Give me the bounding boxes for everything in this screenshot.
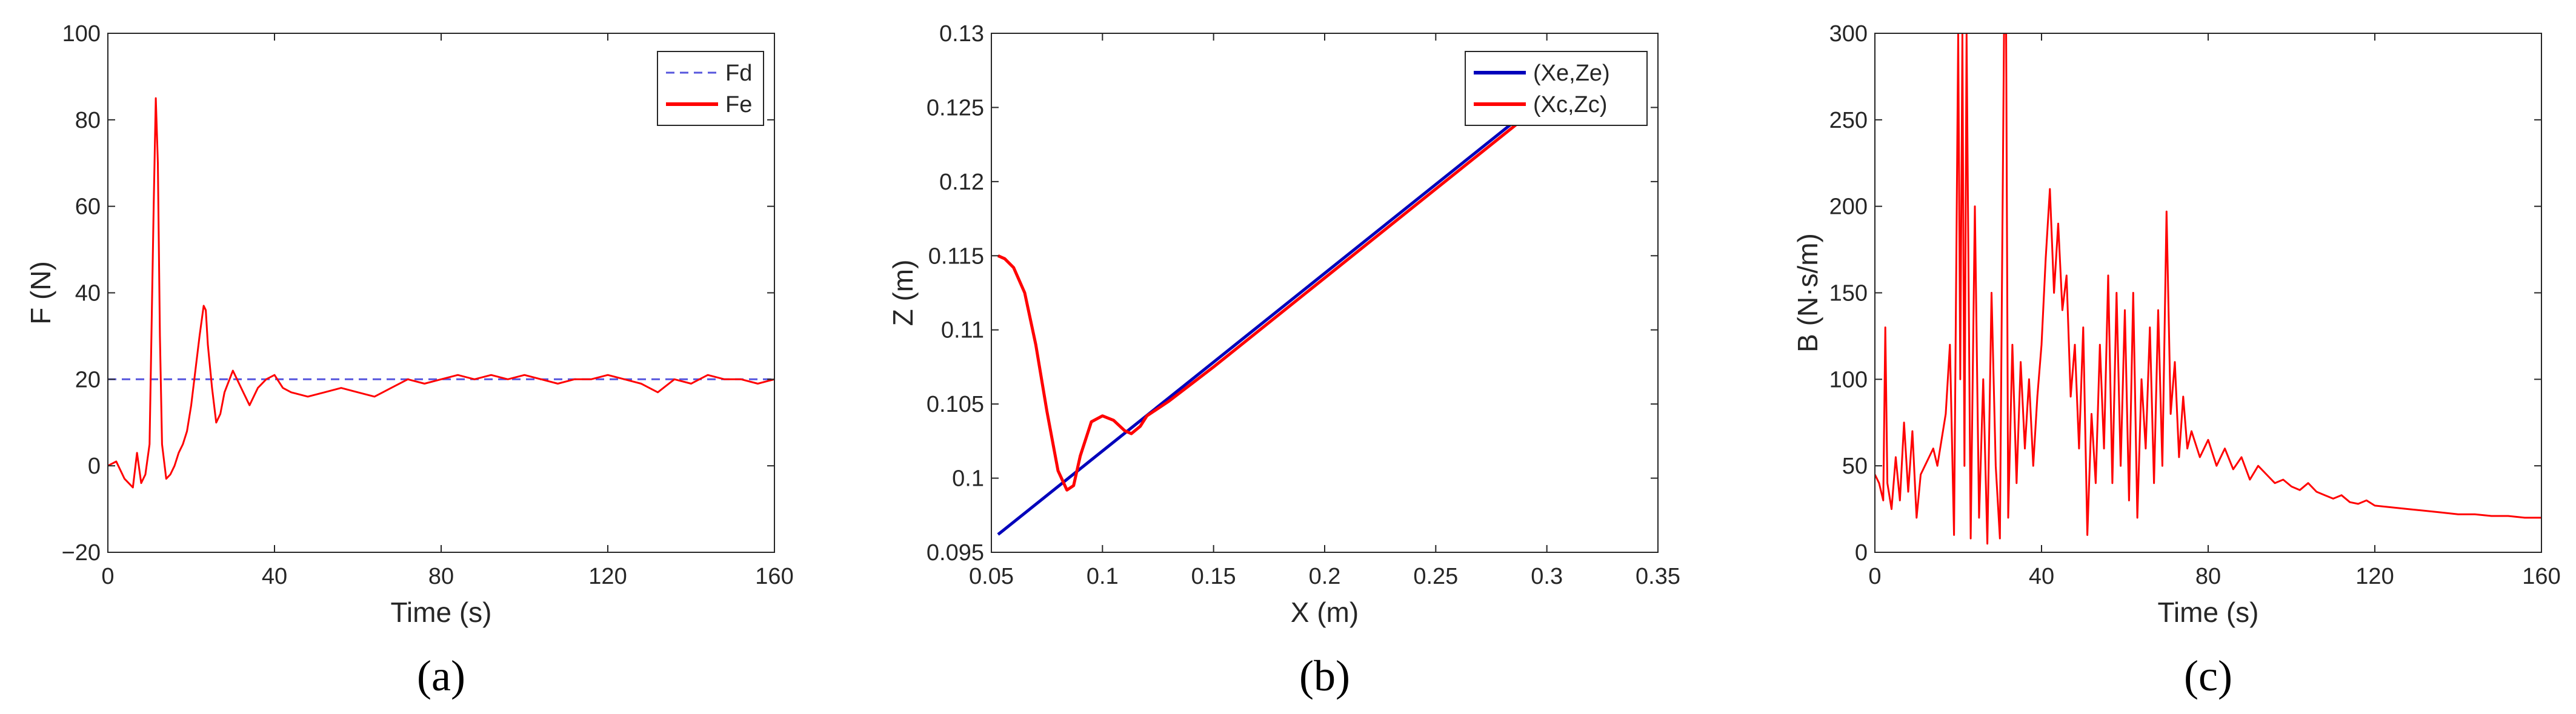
y-axis-label: Z (m) [887,260,919,326]
y-tick-label: 0.105 [927,392,984,417]
y-tick-label: 100 [62,21,101,47]
y-axis-label: F (N) [25,261,56,325]
x-tick-label: 80 [2195,564,2221,589]
legend: (Xe,Ze) (Xc,Zc) [1465,51,1648,126]
x-tick-label: 0.15 [1191,564,1236,589]
y-tick-label: 150 [1829,281,1868,306]
legend: Fd Fe [657,51,764,126]
y-tick-label: 0.125 [927,95,984,121]
x-tick-label: 0 [1868,564,1881,589]
axes-box [1874,33,2542,553]
series-line-fe [108,97,774,489]
x-tick-label: 120 [2355,564,2394,589]
x-tick-label: 0.1 [1087,564,1119,589]
legend-entry-label: Fe [725,92,752,117]
x-tick-label: 80 [428,564,454,589]
x-axis-label: Time (s) [391,597,492,628]
legend-box [1465,51,1648,126]
y-tick-label: 0.13 [939,21,984,47]
y-tick-label: 80 [75,108,101,133]
y-tick-label: 0.11 [941,318,984,343]
y-tick-label: 40 [75,281,101,306]
y-tick-label: 0 [1855,540,1868,566]
y-tick-label: 0.115 [928,243,984,269]
legend-entry-label: Fd [725,61,752,86]
chart-panel-c: 0 40 80 120 160 0 50 100 150 200 250 300 Time (s) B (… [1792,21,2561,700]
y-tick-label: 100 [1829,367,1868,392]
x-tick-label: 40 [262,564,287,589]
x-tick-label: 0.35 [1636,564,1680,589]
y-tick-label: 0.095 [927,540,984,566]
x-tick-label: 0.2 [1309,564,1341,589]
legend-entry-label: (Xe,Ze) [1533,61,1610,86]
y-tick-label: 250 [1829,108,1868,133]
y-tick-label: 60 [75,194,101,220]
series-line-b [1875,33,2541,545]
y-tick-label: 0 [88,454,101,479]
y-tick-label: 20 [75,367,101,392]
y-tick-label: −20 [62,540,101,566]
x-tick-label: 40 [2029,564,2054,589]
x-tick-label: 120 [588,564,627,589]
y-tick-label: 50 [1842,454,1868,479]
legend-entry-label: (Xc,Zc) [1533,92,1607,117]
chart-panel-b: 0.05 0.1 0.15 0.2 0.25 0.3 0.35 0.095 0.1 0.105 0.… [887,21,1680,700]
x-tick-label: 160 [2522,564,2560,589]
series-line-xeze [997,94,1548,536]
y-tick-label: 300 [1829,21,1868,47]
legend-box [657,51,764,126]
x-tick-label: 0.3 [1531,564,1563,589]
y-tick-label: 0.1 [952,466,984,492]
y-axis-label: B (N·s/m) [1792,233,1823,352]
x-tick-label: 0.05 [969,564,1014,589]
y-tick-label: 0.12 [939,170,984,195]
panel-label: (b) [1299,652,1350,700]
x-axis-label: Time (s) [2158,597,2259,628]
panel-label: (c) [2184,652,2232,700]
x-tick-label: 0.25 [1413,564,1458,589]
series-line-xczc [997,99,1548,492]
y-tick-label: 200 [1829,194,1868,220]
x-axis-label: X (m) [1291,597,1359,628]
x-tick-label: 160 [755,564,793,589]
panel-label: (a) [417,652,465,700]
x-tick-label: 0 [101,564,114,589]
